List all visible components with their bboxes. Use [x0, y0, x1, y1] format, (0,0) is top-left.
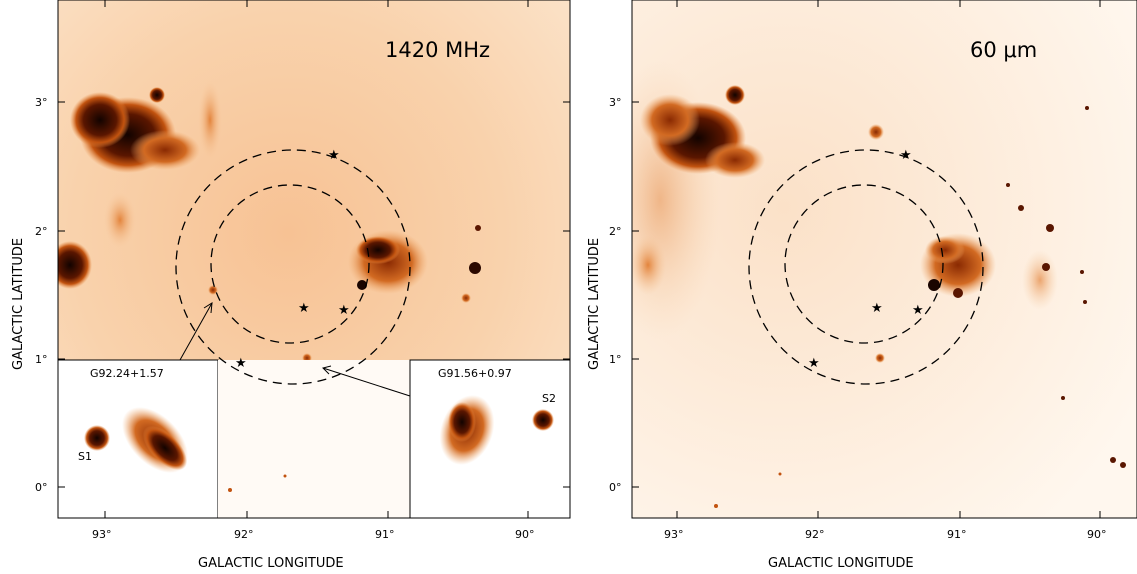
y-tick-label: 3° — [609, 96, 622, 109]
x-tick-label: 90° — [515, 528, 535, 541]
inset-g91-56: G91.56+0.97 S2 — [409, 359, 571, 519]
band-label: 1420 MHz — [385, 38, 490, 62]
arrow-to-g92 — [179, 302, 213, 361]
x-tick-label: 92° — [234, 528, 254, 541]
inset-source-label-s2: S2 — [542, 392, 556, 405]
star-marker: ★ — [235, 356, 247, 371]
edge-source — [632, 235, 666, 295]
x-tick-label: 90° — [1087, 528, 1107, 541]
source-s1-blob — [84, 425, 110, 451]
x-tick-label: 91° — [947, 528, 967, 541]
inner-dashed-ring — [210, 184, 370, 344]
y-axis-label: GALACTIC LATITUDE — [11, 238, 26, 370]
x-axis-ticks — [104, 0, 529, 518]
inset-title-right: G91.56+0.97 — [438, 367, 512, 380]
y-axis-label: GALACTIC LATITUDE — [587, 238, 602, 370]
y-tick-label: 2° — [609, 225, 622, 238]
inner-dashed-ring — [784, 184, 944, 344]
plot-frame — [57, 0, 571, 519]
edge-source — [58, 241, 92, 289]
x-tick-label: 93° — [92, 528, 112, 541]
star-marker: ★ — [900, 148, 912, 163]
inset-title-left: G92.24+1.57 — [90, 367, 164, 380]
x-axis-label: GALACTIC LONGITUDE — [198, 556, 344, 571]
y-axis-ticks — [632, 101, 639, 488]
star-marker: ★ — [912, 303, 924, 318]
y-tick-label: 1° — [35, 353, 48, 366]
x-tick-label: 93° — [664, 528, 684, 541]
star-marker: ★ — [298, 301, 310, 316]
inset-source-label-s1: S1 — [78, 450, 92, 463]
y-axis-ticks — [58, 101, 570, 488]
x-tick-label: 91° — [375, 528, 395, 541]
y-tick-label: 0° — [35, 481, 48, 494]
x-tick-label: 92° — [805, 528, 825, 541]
y-tick-label: 0° — [609, 481, 622, 494]
y-tick-label: 2° — [35, 225, 48, 238]
inset-g92-24: G92.24+1.57 S1 — [57, 359, 219, 519]
source-s2-blob — [532, 409, 554, 431]
x-axis-label: GALACTIC LONGITUDE — [768, 556, 914, 571]
panel-60um: ★ ★ ★ ★ 60 μm 3° 2° 1° 0° 93° 92° 91° 90… — [587, 0, 1137, 571]
plot-frame — [631, 0, 1137, 519]
panel-1420mhz: G92.24+1.57 S1 G91.56+0.97 S2 ★ ★ ★ ★ — [11, 0, 571, 571]
x-axis-ticks — [676, 0, 1101, 518]
star-marker: ★ — [808, 356, 820, 371]
band-label: 60 μm — [970, 38, 1037, 62]
arrow-to-g91 — [322, 367, 411, 397]
y-tick-label: 3° — [35, 96, 48, 109]
star-marker: ★ — [338, 303, 350, 318]
outer-dashed-ring — [748, 149, 984, 385]
star-marker: ★ — [328, 148, 340, 163]
star-marker: ★ — [871, 301, 883, 316]
outer-dashed-ring — [175, 149, 411, 385]
y-tick-label: 1° — [609, 353, 622, 366]
